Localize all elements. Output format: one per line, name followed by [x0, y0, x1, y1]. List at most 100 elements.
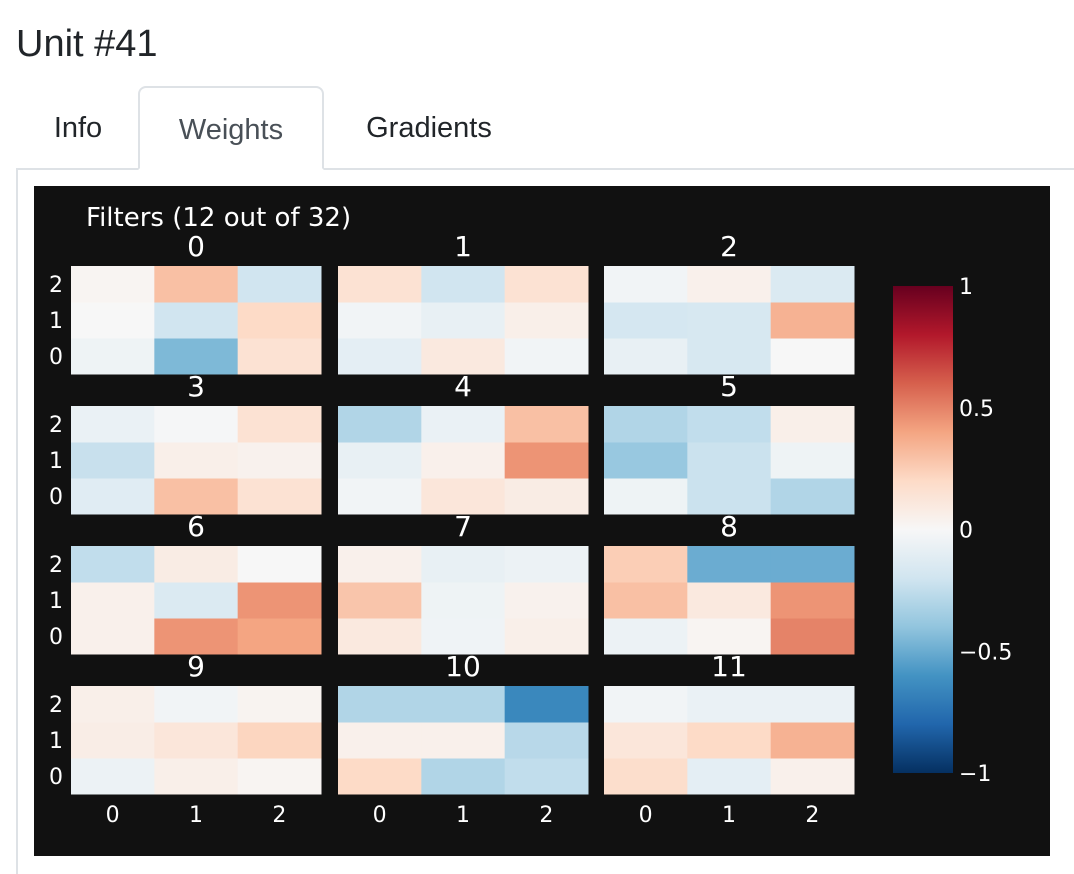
heatmap-cell-2-2-1 [770, 302, 855, 339]
heatmap-cell-1-1-1 [421, 302, 506, 339]
y-tick-label: 0 [49, 345, 63, 370]
weights-heatmap-plot[interactable]: Filters (12 out of 32) 0 0 1 2 1 2 3 0 1 2 4 5 6 0 1 2 7 8… [34, 186, 1050, 856]
heatmap-cell-3-1-2 [154, 406, 239, 443]
subplot-title-7: 7 [454, 510, 472, 543]
heatmap-cell-4-2-1 [504, 442, 589, 479]
x-tick-label: 0 [106, 803, 120, 828]
heatmap-cell-2-1-1 [687, 302, 772, 339]
heatmap-cell-7-1-2 [421, 546, 506, 583]
heatmap-cell-7-2-0 [504, 618, 589, 655]
heatmap-cell-3-0-1 [71, 442, 155, 479]
heatmap-cell-11-0-0 [604, 758, 688, 795]
heatmap-cell-5-1-1 [687, 442, 772, 479]
heatmap-cell-8-2-1 [770, 582, 855, 619]
heatmap-cell-4-2-0 [504, 478, 589, 515]
heatmap-cell-0-0-0 [71, 338, 155, 375]
y-tick-label: 2 [49, 413, 63, 438]
heatmap-cell-0-1-1 [154, 302, 239, 339]
heatmap-cell-6-0-2 [71, 546, 155, 583]
heatmap-cell-6-2-0 [237, 618, 322, 655]
y-tick-label: 1 [49, 729, 63, 754]
heatmap-cell-0-0-1 [71, 302, 155, 339]
heatmap-cell-9-1-1 [154, 722, 239, 759]
heatmap-cell-11-1-1 [687, 722, 772, 759]
heatmap-cell-0-0-2 [71, 266, 155, 303]
y-tick-label: 0 [49, 485, 63, 510]
tab-info[interactable]: Info [53, 112, 103, 144]
subplot-title-10: 10 [445, 650, 481, 683]
heatmap-cell-8-1-0 [687, 618, 772, 655]
heatmap-cell-1-0-1 [338, 302, 422, 339]
heatmap-cell-9-1-0 [154, 758, 239, 795]
heatmap-cell-8-0-1 [604, 582, 688, 619]
subplot-title-4: 4 [454, 370, 472, 403]
heatmap-cell-7-2-2 [504, 546, 589, 583]
heatmap-cell-1-2-2 [504, 266, 589, 303]
colorbar-tick-label: −1 [959, 762, 991, 787]
heatmap-cell-3-2-2 [237, 406, 322, 443]
y-tick-label: 0 [49, 765, 63, 790]
subplot-title-11: 11 [711, 650, 747, 683]
heatmap-cell-3-2-0 [237, 478, 322, 515]
heatmap-cell-7-0-0 [338, 618, 422, 655]
page-title: Unit #41 [16, 23, 158, 65]
heatmap-cell-2-0-1 [604, 302, 688, 339]
heatmap-cell-11-0-2 [604, 686, 688, 723]
heatmap-cell-7-0-1 [338, 582, 422, 619]
heatmap-cell-1-0-2 [338, 266, 422, 303]
subplot-title-8: 8 [720, 510, 738, 543]
colorbar [893, 286, 953, 773]
heatmap-cell-7-1-1 [421, 582, 506, 619]
heatmap-cell-4-2-2 [504, 406, 589, 443]
heatmap-cell-3-0-0 [71, 478, 155, 515]
heatmap-cell-8-2-0 [770, 618, 855, 655]
heatmap-cell-10-1-0 [421, 758, 506, 795]
x-tick-label: 2 [272, 803, 286, 828]
heatmap-cell-5-0-0 [604, 478, 688, 515]
x-tick-label: 1 [722, 803, 736, 828]
heatmap-cell-2-2-0 [770, 338, 855, 375]
y-tick-label: 2 [49, 693, 63, 718]
heatmap-cell-8-1-1 [687, 582, 772, 619]
heatmap-cell-8-1-2 [687, 546, 772, 583]
heatmap-cell-1-1-0 [421, 338, 506, 375]
tab-content-panel [16, 170, 1074, 874]
heatmap-cell-11-2-0 [770, 758, 855, 795]
heatmap-cell-0-2-1 [237, 302, 322, 339]
heatmap-cell-11-2-2 [770, 686, 855, 723]
subplot-title-5: 5 [720, 370, 738, 403]
heatmap-cell-9-0-1 [71, 722, 155, 759]
subplot-title-0: 0 [187, 230, 205, 263]
colorbar-tick-label: −0.5 [959, 640, 1012, 665]
tab-bar-divider [16, 168, 1074, 170]
heatmap-cell-0-2-0 [237, 338, 322, 375]
heatmap-cell-10-2-0 [504, 758, 589, 795]
heatmap-cell-5-2-0 [770, 478, 855, 515]
tab-bar: Info Weights Gradients [16, 86, 1074, 170]
heatmap-cell-5-1-0 [687, 478, 772, 515]
heatmap-cell-3-2-1 [237, 442, 322, 479]
heatmap-cell-3-1-0 [154, 478, 239, 515]
heatmap-cell-6-1-0 [154, 618, 239, 655]
heatmap-cell-8-0-2 [604, 546, 688, 583]
colorbar-tick-label: 1 [959, 275, 973, 300]
tab-weights[interactable]: Weights [138, 86, 324, 170]
x-tick-label: 2 [539, 803, 553, 828]
heatmap-cell-11-2-1 [770, 722, 855, 759]
heatmap-cell-4-1-2 [421, 406, 506, 443]
tab-gradients[interactable]: Gradients [366, 112, 492, 144]
heatmap-cell-4-0-2 [338, 406, 422, 443]
heatmap-cell-4-1-1 [421, 442, 506, 479]
heatmap-cell-3-1-1 [154, 442, 239, 479]
heatmap-cell-10-0-2 [338, 686, 422, 723]
heatmap-cell-6-2-1 [237, 582, 322, 619]
x-tick-label: 0 [373, 803, 387, 828]
y-tick-label: 2 [49, 273, 63, 298]
y-tick-label: 0 [49, 625, 63, 650]
heatmap-cell-6-0-0 [71, 618, 155, 655]
heatmap-cell-2-1-0 [687, 338, 772, 375]
heatmap-cell-10-2-2 [504, 686, 589, 723]
colorbar-tick-label: 0.5 [959, 397, 994, 422]
heatmap-cell-5-0-1 [604, 442, 688, 479]
